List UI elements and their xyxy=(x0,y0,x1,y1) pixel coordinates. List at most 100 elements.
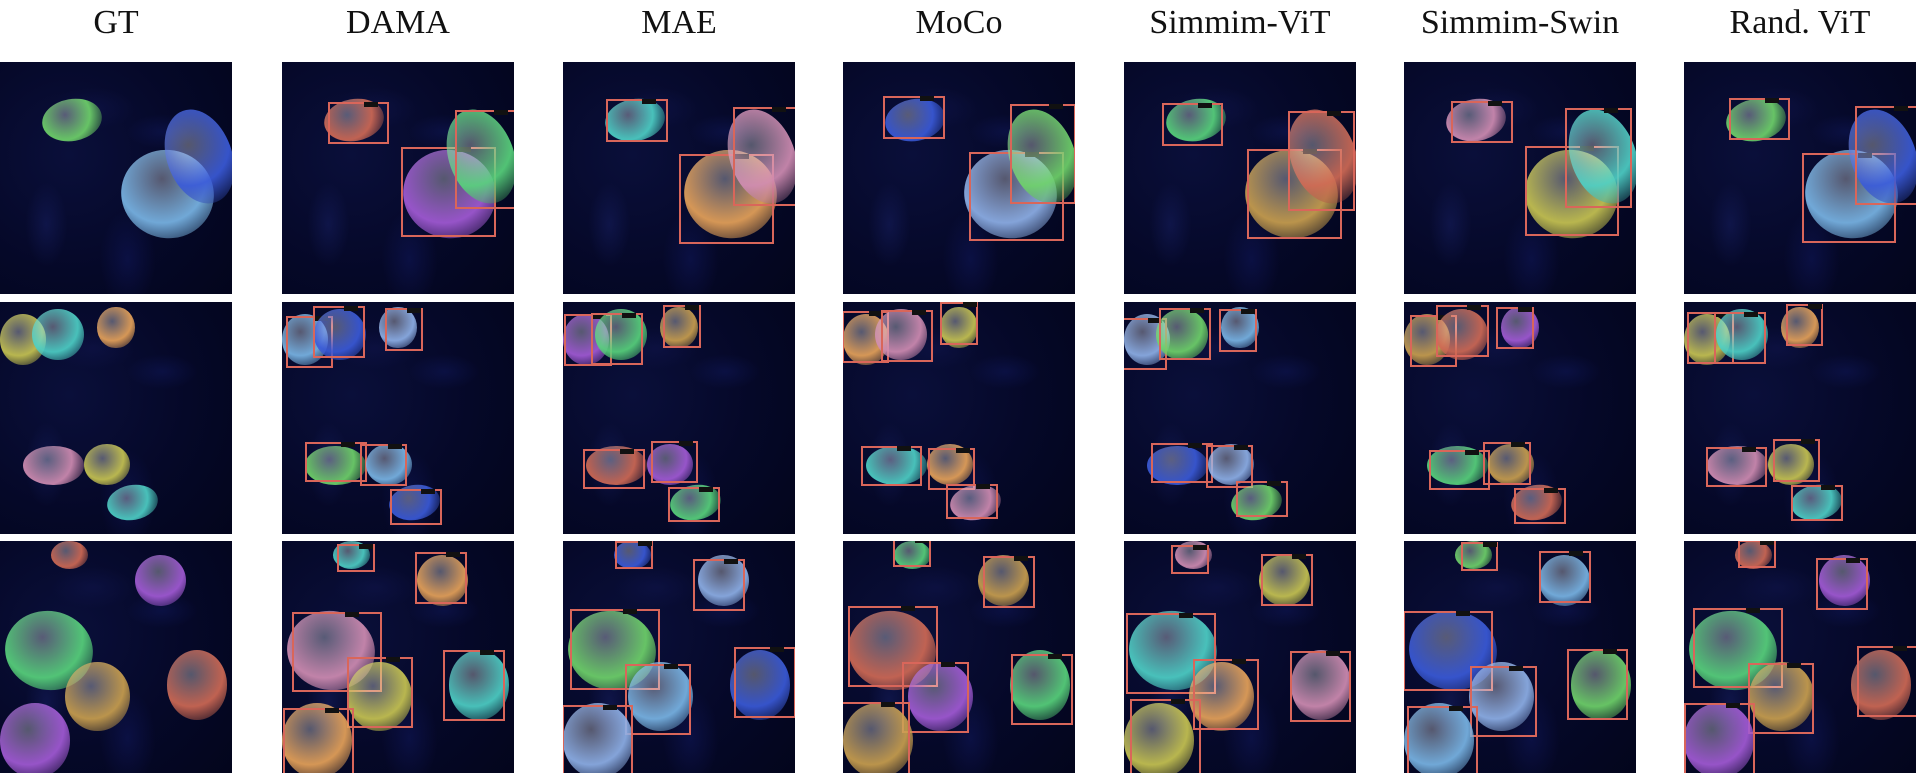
detection-box xyxy=(1513,488,1566,524)
detection-label-tag xyxy=(678,440,693,446)
detection-label-tag xyxy=(771,107,786,112)
detection-box xyxy=(1289,651,1352,723)
nucleus-mask xyxy=(167,650,228,720)
nucleus-mask xyxy=(1404,703,1474,773)
image-panel xyxy=(282,302,514,534)
image-panel xyxy=(1684,62,1916,294)
detection-label-tag xyxy=(1327,111,1342,117)
image-panel xyxy=(0,62,232,294)
detection-box xyxy=(881,310,934,363)
detection-label-tag xyxy=(1603,648,1618,654)
nucleus-mask xyxy=(940,306,978,349)
detection-label-tag xyxy=(770,647,785,653)
detection-label-tag xyxy=(1455,610,1470,616)
nucleus-mask xyxy=(1291,650,1352,720)
detection-box xyxy=(1705,447,1768,488)
nucleus-mask xyxy=(51,541,89,569)
detection-label-tag xyxy=(919,96,934,102)
detection-box xyxy=(1451,100,1513,144)
nucleus-mask xyxy=(32,308,84,360)
nucleus-mask xyxy=(627,661,693,732)
detection-box xyxy=(606,99,668,142)
detection-label-tag xyxy=(1764,97,1779,103)
detection-label-tag xyxy=(1232,658,1247,664)
detection-label-tag xyxy=(914,541,929,544)
image-panel xyxy=(1404,302,1636,534)
detection-label-tag xyxy=(1821,485,1836,491)
detection-box xyxy=(1684,703,1755,773)
detection-box xyxy=(1728,97,1791,141)
nucleus-mask xyxy=(1436,308,1488,360)
detection-label-tag xyxy=(493,109,508,115)
detection-box xyxy=(283,707,355,773)
detection-label-tag xyxy=(1569,550,1584,556)
detection-label-tag xyxy=(1744,311,1759,317)
detection-box xyxy=(313,306,366,359)
detection-box xyxy=(1406,706,1478,773)
detection-box xyxy=(1159,307,1212,360)
detection-label-tag xyxy=(1892,645,1907,651)
detection-box xyxy=(883,96,945,139)
detection-label-tag xyxy=(1464,450,1479,456)
detection-box xyxy=(1236,481,1289,517)
detection-box xyxy=(734,647,795,719)
detection-label-tag xyxy=(724,559,738,565)
nucleus-mask xyxy=(843,703,913,773)
nucleus-mask xyxy=(0,703,70,773)
detection-label-tag xyxy=(1291,553,1306,559)
nucleus-mask xyxy=(1767,443,1814,486)
detection-label-tag xyxy=(385,657,400,663)
detection-label-tag xyxy=(1544,488,1559,494)
nucleus-mask xyxy=(449,650,510,720)
nucleus-mask xyxy=(305,445,366,486)
detection-label-tag xyxy=(623,609,638,615)
detection-box xyxy=(563,704,633,773)
nucleus-mask xyxy=(866,445,927,486)
detection-label-tag xyxy=(325,707,340,713)
detection-label-tag xyxy=(1894,105,1909,111)
detection-box xyxy=(1428,450,1491,491)
nucleus-mask xyxy=(586,445,647,486)
image-panel xyxy=(843,302,1075,534)
nucleus-mask xyxy=(83,443,130,486)
nucleus-mask xyxy=(660,306,698,349)
detection-label-tag xyxy=(1197,103,1212,109)
detection-box xyxy=(327,101,390,145)
column-title: DAMA xyxy=(346,4,450,41)
detection-box xyxy=(292,611,383,693)
nucleus-mask xyxy=(1735,541,1773,569)
detection-label-tag xyxy=(1467,304,1482,310)
detection-box xyxy=(1538,550,1591,603)
detection-box xyxy=(902,661,969,733)
detection-label-tag xyxy=(1178,613,1193,619)
image-panel xyxy=(1124,541,1356,773)
detection-box xyxy=(983,556,1036,609)
nucleus-mask xyxy=(1147,445,1208,486)
image-panel xyxy=(1684,302,1916,534)
detection-label-tag xyxy=(1047,654,1062,660)
detection-label-tag xyxy=(1266,481,1281,487)
detection-label-tag xyxy=(1742,447,1756,453)
image-panel xyxy=(843,541,1075,773)
detection-box xyxy=(1010,104,1075,204)
column-title: Simmim-ViT xyxy=(1149,4,1331,41)
detection-box xyxy=(1856,645,1916,717)
nucleus-mask xyxy=(38,94,106,146)
detection-label-tag xyxy=(1187,443,1202,449)
detection-box xyxy=(1470,665,1537,737)
detection-box xyxy=(847,606,938,687)
detection-label-tag xyxy=(359,543,374,549)
detection-box xyxy=(1785,303,1824,347)
column-title: Simmim-Swin xyxy=(1420,4,1620,41)
detection-label-tag xyxy=(664,664,679,670)
detection-box xyxy=(1011,654,1073,726)
detection-box xyxy=(1566,648,1629,720)
nucleus-mask xyxy=(1716,308,1768,360)
nucleus-mask xyxy=(875,308,927,360)
nucleus-mask xyxy=(1748,661,1814,732)
detection-label-tag xyxy=(698,486,713,492)
detection-box xyxy=(1713,311,1766,364)
nucleus-mask xyxy=(346,661,412,732)
detection-label-tag xyxy=(343,306,358,312)
detection-box xyxy=(668,486,721,523)
